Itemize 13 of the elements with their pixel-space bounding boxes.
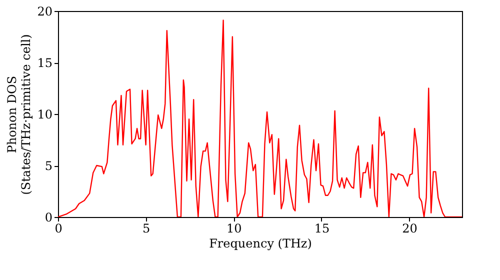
y-tick-label: 15 <box>37 56 52 70</box>
x-tick-label: 5 <box>142 222 150 236</box>
y-axis-title: Phonon DOS (States/THz·primitive cell) <box>5 34 34 195</box>
x-axis-title: Frequency (THz) <box>209 236 312 250</box>
y-tick-label: 0 <box>44 210 52 224</box>
x-tick-label: 0 <box>54 222 62 236</box>
line-series <box>58 20 462 217</box>
y-tick-label: 10 <box>37 108 52 122</box>
x-tick-label: 15 <box>314 222 330 236</box>
x-tick-label: 10 <box>226 222 242 236</box>
y-tick-label: 20 <box>37 4 52 18</box>
x-tick-label: 20 <box>402 222 418 236</box>
y-tick-label: 5 <box>44 159 52 173</box>
